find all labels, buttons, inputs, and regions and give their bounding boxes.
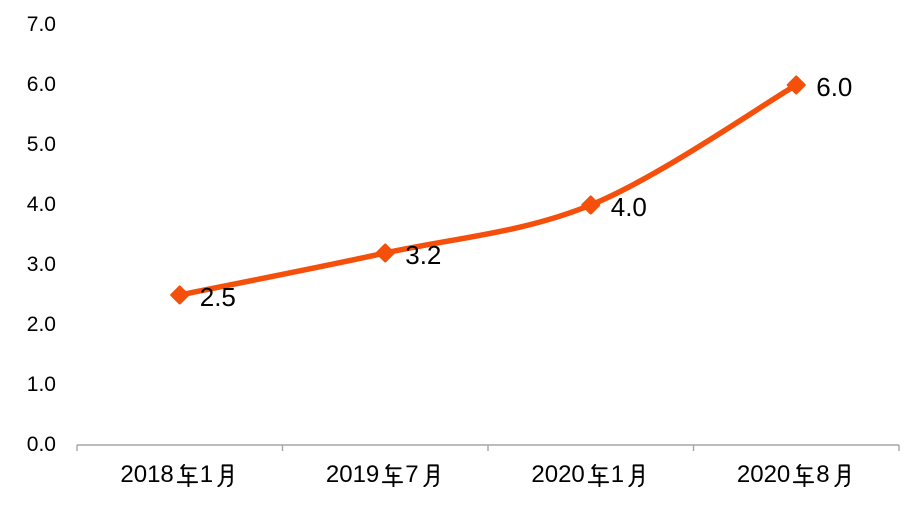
cjk-month-glyph	[422, 463, 439, 487]
x-axis-category-label: 2019 7	[275, 459, 495, 491]
y-axis-tick-label: 0.0	[26, 433, 56, 456]
cjk-month-glyph	[217, 463, 233, 487]
x-axis-label-text: 1	[610, 461, 625, 488]
y-axis-tick-label: 2.0	[26, 313, 56, 336]
data-point-label: 6.0	[816, 72, 853, 102]
x-axis-category-label: 2020 1	[481, 459, 701, 491]
y-axis-tick-label: 7.0	[26, 13, 56, 36]
x-axis-label-text: 1	[199, 461, 214, 488]
cjk-year-glyph	[382, 463, 404, 487]
x-axis-category-label: 2018 1	[70, 459, 290, 491]
y-axis-tick-label: 3.0	[26, 253, 56, 276]
x-axis-label-text: 7	[405, 461, 419, 488]
cjk-month-glyph	[628, 463, 644, 487]
x-axis-label-text: 2020	[736, 461, 791, 488]
cjk-year-glyph	[587, 463, 609, 487]
cjk-year-glyph	[793, 463, 815, 487]
data-point-label: 3.2	[405, 240, 442, 270]
data-point-marker	[375, 243, 395, 263]
x-axis-category-label: 2020 8	[686, 459, 906, 491]
y-axis-tick-label: 6.0	[26, 73, 56, 96]
series-line	[177, 82, 799, 298]
x-axis-label-text: 2019	[325, 461, 380, 488]
data-point-marker	[786, 75, 806, 95]
data-point-label: 2.5	[199, 282, 236, 312]
cjk-month-glyph	[833, 463, 850, 487]
y-axis-tick-label: 4.0	[26, 193, 56, 216]
x-axis-label-text: 2018	[120, 461, 174, 488]
data-point-label: 4.0	[610, 192, 647, 222]
y-axis-tick-label: 1.0	[26, 373, 56, 396]
data-point-marker	[581, 195, 601, 215]
data-point-marker	[170, 285, 190, 305]
cjk-year-glyph	[176, 463, 198, 487]
x-axis-label-text: 8	[816, 461, 830, 488]
y-axis-tick-label: 5.0	[26, 133, 56, 156]
x-axis-label-text: 2020	[531, 461, 585, 488]
